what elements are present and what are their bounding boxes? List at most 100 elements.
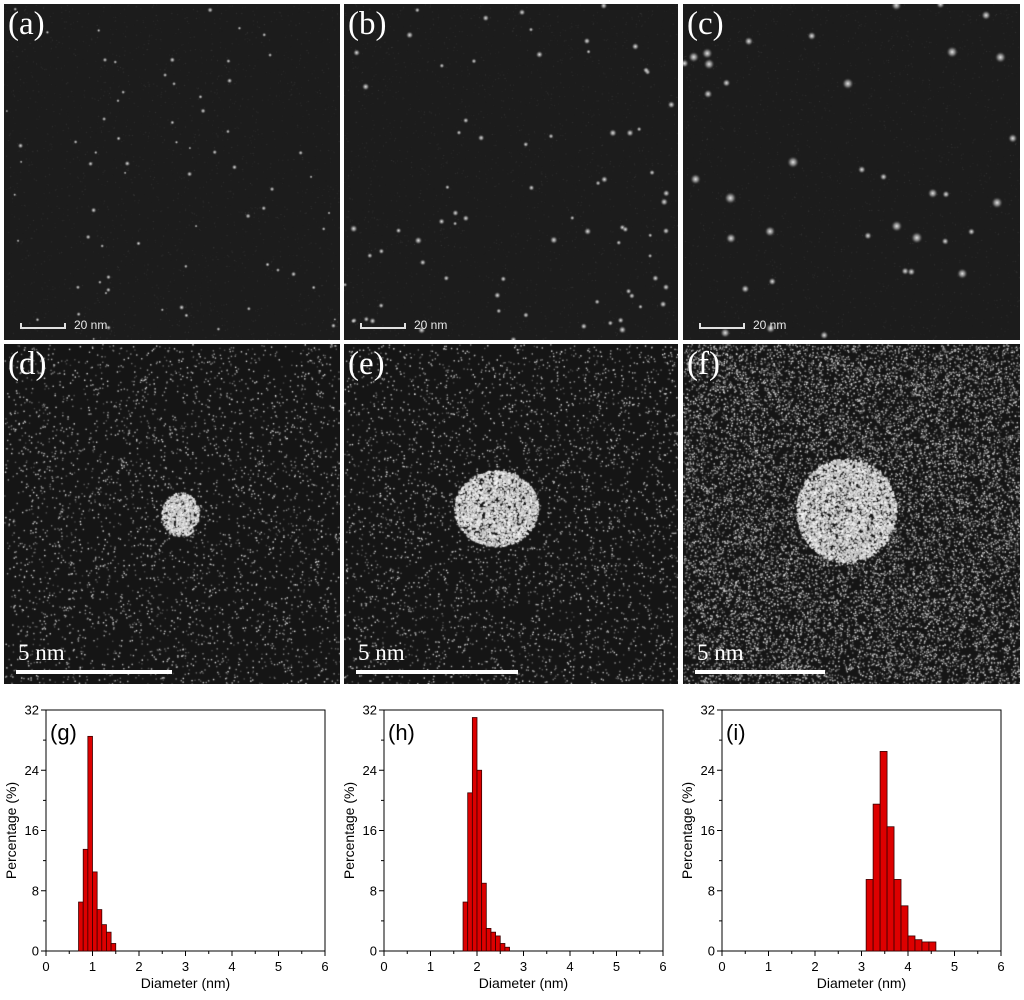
- y-axis-label: Percentage (%): [341, 782, 357, 879]
- histogram-bar: [872, 803, 881, 952]
- histogram-i: 0 1 2 3 4 5 6 0 8 16 24 32 Diameter (nm) Percentage (…: [679, 703, 1005, 992]
- scale-bar-line: [360, 327, 406, 329]
- x-tick-label: 4: [566, 959, 573, 974]
- histogram-h: 0 1 2 3 4 5 6 0 8 16 24 32 Diameter (nm) Percentage (…: [341, 703, 667, 992]
- x-tick-label: 1: [89, 959, 96, 974]
- y-axis-label: Percentage (%): [679, 782, 695, 879]
- histogram-bar: [886, 826, 895, 952]
- histogram-bar: [106, 931, 112, 952]
- histogram-bar: [914, 939, 923, 952]
- x-axis-label: Diameter (nm): [141, 975, 230, 991]
- x-tick-label: 5: [951, 959, 958, 974]
- histogram-bar: [504, 946, 510, 952]
- x-tick-label: 2: [473, 959, 480, 974]
- x-axis-label: Diameter (nm): [817, 975, 906, 991]
- x-tick-label: 6: [321, 959, 328, 974]
- histogram-bar: [476, 769, 483, 952]
- y-tick-label: 0: [32, 944, 39, 959]
- x-tick-label: 4: [228, 959, 235, 974]
- y-tick-label: 16: [701, 823, 715, 838]
- x-tick-label: 2: [135, 959, 142, 974]
- x-tick-label: 1: [427, 959, 434, 974]
- panel-label-a: (a): [8, 6, 45, 42]
- x-tick-label: 0: [718, 959, 725, 974]
- scale-bar-tick: [360, 323, 362, 329]
- histogram-bar: [462, 901, 469, 952]
- histogram-bar: [490, 931, 496, 952]
- x-axis-label: Diameter (nm): [479, 975, 568, 991]
- x-tick-label: 0: [380, 959, 387, 974]
- bars: [78, 735, 117, 952]
- scale-bar-line: [356, 670, 518, 674]
- scale-bar-tick: [64, 323, 66, 329]
- histogram-bar: [110, 943, 117, 952]
- tem-image-b-pixels: [344, 4, 678, 340]
- histogram-bar: [879, 751, 888, 952]
- scale-bar-tick: [404, 323, 406, 329]
- y-tick-label: 32: [25, 703, 39, 718]
- tem-image-a: (a) 20 nm: [4, 4, 340, 340]
- histogram-bar: [485, 928, 492, 952]
- histogram-bar: [865, 879, 874, 952]
- plot-frame: [721, 709, 1002, 952]
- x-tick-label: 3: [520, 959, 527, 974]
- histogram-bar: [499, 943, 506, 952]
- scale-bar-label: 20 nm: [74, 318, 108, 332]
- scale-bar-label: 5 nm: [18, 640, 65, 665]
- histogram-bar: [900, 905, 909, 952]
- y-tick-label: 16: [25, 823, 39, 838]
- panel-label: (g): [50, 720, 77, 745]
- histogram-bar: [87, 735, 93, 952]
- y-tick-label: 8: [370, 883, 377, 898]
- histogram-bar: [78, 901, 84, 952]
- x-tick-label: 4: [904, 959, 911, 974]
- hr-image-e-pixels: [344, 344, 678, 684]
- x-tick-label: 5: [613, 959, 620, 974]
- histogram-bar: [96, 909, 103, 952]
- panel-label-d: (d): [8, 346, 47, 382]
- scale-bar-label: 5 nm: [697, 640, 744, 665]
- scale-bar-tick: [699, 323, 701, 329]
- y-tick-label: 8: [708, 883, 715, 898]
- histogram-bar: [481, 882, 487, 952]
- tem-image-c: (c) 20 nm: [683, 4, 1020, 340]
- x-tick-label: 1: [765, 959, 772, 974]
- tem-image-b: (b) 20 nm: [344, 4, 678, 340]
- x-tick-label: 3: [182, 959, 189, 974]
- scale-bar-label: 20 nm: [414, 318, 448, 332]
- y-tick-label: 16: [363, 823, 377, 838]
- histogram-g: 0 1 2 3 4 5 6 0 8 16 24 32 Diameter (nm) Percentage (…: [3, 703, 329, 992]
- y-tick-label: 8: [32, 883, 39, 898]
- x-tick-label: 3: [858, 959, 865, 974]
- scale-bar-line: [16, 670, 172, 674]
- tem-image-a-pixels: [4, 4, 340, 340]
- panel-label-c: (c): [687, 6, 724, 42]
- hr-image-e: (e) 5 nm: [344, 344, 678, 684]
- panel-label: (h): [388, 720, 415, 745]
- histogram-bar: [471, 717, 478, 952]
- x-tick-label: 5: [275, 959, 282, 974]
- histogram-bar: [82, 848, 89, 952]
- histogram-bar: [907, 935, 916, 952]
- panel-label-e: (e): [348, 346, 385, 382]
- panel-label: (i): [726, 720, 746, 745]
- bars: [462, 717, 510, 952]
- panel-label-b: (b): [348, 6, 387, 42]
- x-tick-label: 2: [811, 959, 818, 974]
- x-tick-label: 6: [997, 959, 1004, 974]
- x-tick-label: 0: [42, 959, 49, 974]
- hr-image-d: (d) 5 nm: [4, 344, 340, 684]
- histogram-bar: [467, 792, 473, 952]
- scale-bar-line: [699, 327, 745, 329]
- panel-label-f: (f): [687, 346, 720, 382]
- y-tick-label: 24: [363, 763, 377, 778]
- y-axis-label: Percentage (%): [3, 782, 19, 879]
- y-tick-label: 0: [370, 944, 377, 959]
- y-tick-label: 24: [701, 763, 715, 778]
- y-tick-label: 0: [708, 944, 715, 959]
- scale-bar-tick: [743, 323, 745, 329]
- histogram-bar: [92, 871, 98, 952]
- y-tick-label: 32: [701, 703, 715, 718]
- tem-image-c-pixels: [683, 4, 1020, 340]
- histogram-bar: [928, 941, 937, 952]
